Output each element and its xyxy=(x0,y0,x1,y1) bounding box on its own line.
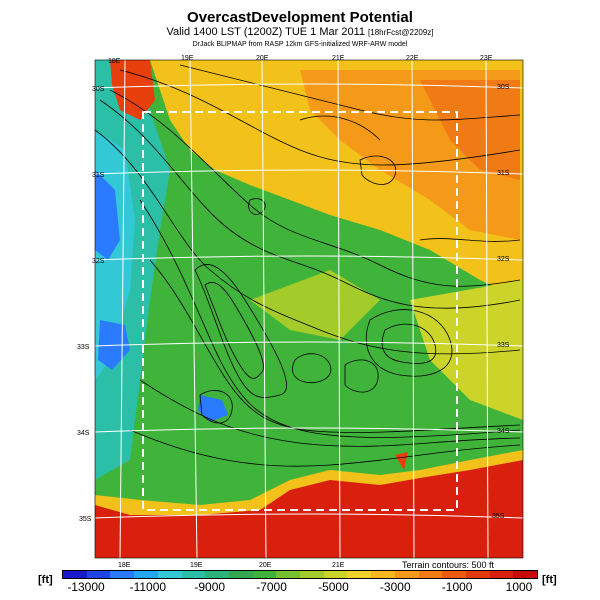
colorbar-swatch xyxy=(371,571,395,578)
lon-label-top: 20E xyxy=(256,55,269,62)
lon-label-top: 21E xyxy=(332,55,345,62)
lon-label-bottom: 20E xyxy=(259,562,272,569)
valid-note: [18hrFcst@2209z] xyxy=(368,28,434,37)
map-title: OvercastDevelopment Potential xyxy=(187,9,413,26)
colorbar-tick-label: -11000 xyxy=(129,580,167,594)
lat-label-left: 30S xyxy=(92,86,105,93)
colorbar-swatch xyxy=(205,571,229,578)
lon-label-top: 23E xyxy=(480,55,493,62)
colorbar-swatch xyxy=(276,571,301,578)
zone-red-nw xyxy=(110,60,155,120)
colorbar-tick-label: -5000 xyxy=(318,580,349,594)
colorbar xyxy=(62,570,538,579)
zone-red-spot xyxy=(395,452,408,470)
lon-label-bottom: 18E xyxy=(118,562,131,569)
colorbar-swatch xyxy=(489,571,514,578)
lat-label-right: 34S xyxy=(497,428,510,435)
lat-label-right: 31S xyxy=(497,170,510,177)
lat-label-right: 35S xyxy=(492,513,505,520)
colorbar-tick-label: 1000 xyxy=(505,580,533,594)
colorbar-tick-label: -9000 xyxy=(194,580,226,594)
lat-label-left: 32S xyxy=(92,258,105,265)
colorbar-swatch xyxy=(63,571,87,578)
lat-label-left: 35S xyxy=(79,516,92,523)
zone-orange-ne xyxy=(420,80,520,180)
lon-label-bottom: 19E xyxy=(190,562,203,569)
zone-yellowgreen-east xyxy=(410,280,523,420)
lat-label-right: 30S xyxy=(497,84,510,91)
graticule xyxy=(95,60,523,558)
colorbar-swatch xyxy=(442,571,466,578)
colorbar-unit-left: [ft] xyxy=(38,574,53,586)
colorbar-tick-label: -13000 xyxy=(67,580,105,594)
lat-label-left: 34S xyxy=(77,430,90,437)
colorbar-swatch xyxy=(134,571,158,578)
colorbar-swatch xyxy=(181,571,206,578)
lat-label-right: 32S xyxy=(497,256,510,263)
colorbar-tick-label: -1000 xyxy=(441,580,473,594)
lon-label-bottom: 21E xyxy=(332,562,345,569)
model-credit: DrJack BLIPMAP from RASP 12km GFS-initia… xyxy=(192,41,408,48)
colorbar-tick-label: -7000 xyxy=(256,580,287,594)
map-frame xyxy=(94,59,524,559)
map-field xyxy=(95,60,523,558)
colorbar-swatch xyxy=(347,571,372,578)
colorbar-unit-right: [ft] xyxy=(542,574,557,586)
colorbar-swatch xyxy=(323,571,348,578)
colorbar-swatch xyxy=(513,571,538,578)
lon-label-top: 22E xyxy=(406,55,419,62)
colorbar-swatch xyxy=(252,571,277,578)
colorbar-swatch xyxy=(157,571,182,578)
lon-label-top: 18E xyxy=(108,58,121,65)
lat-label-right: 33S xyxy=(497,342,510,349)
lat-label-left: 31S xyxy=(92,172,105,179)
colorbar-swatch xyxy=(86,571,111,578)
valid-time: Valid 1400 LST (1200Z) TUE 1 Mar 2011 [1… xyxy=(0,26,600,38)
colorbar-swatch xyxy=(300,571,324,578)
zone-yellowgreen-mid xyxy=(250,270,380,340)
inner-domain-box xyxy=(142,111,458,511)
valid-text: Valid 1400 LST (1200Z) TUE 1 Mar 2011 xyxy=(166,26,365,38)
terrain-contour-note: Terrain contours: 500 ft xyxy=(402,560,495,570)
colorbar-tick-label: -3000 xyxy=(379,580,411,594)
colorbar-swatch xyxy=(418,571,443,578)
colorbar-swatch xyxy=(110,571,135,578)
zone-blue-3 xyxy=(198,395,228,422)
zone-blue-1 xyxy=(95,170,120,260)
lon-label-top: 19E xyxy=(181,55,194,62)
colorbar-swatch xyxy=(394,571,419,578)
colorbar-swatch xyxy=(465,571,490,578)
colorbar-swatch xyxy=(228,571,253,578)
lat-label-left: 33S xyxy=(77,344,90,351)
